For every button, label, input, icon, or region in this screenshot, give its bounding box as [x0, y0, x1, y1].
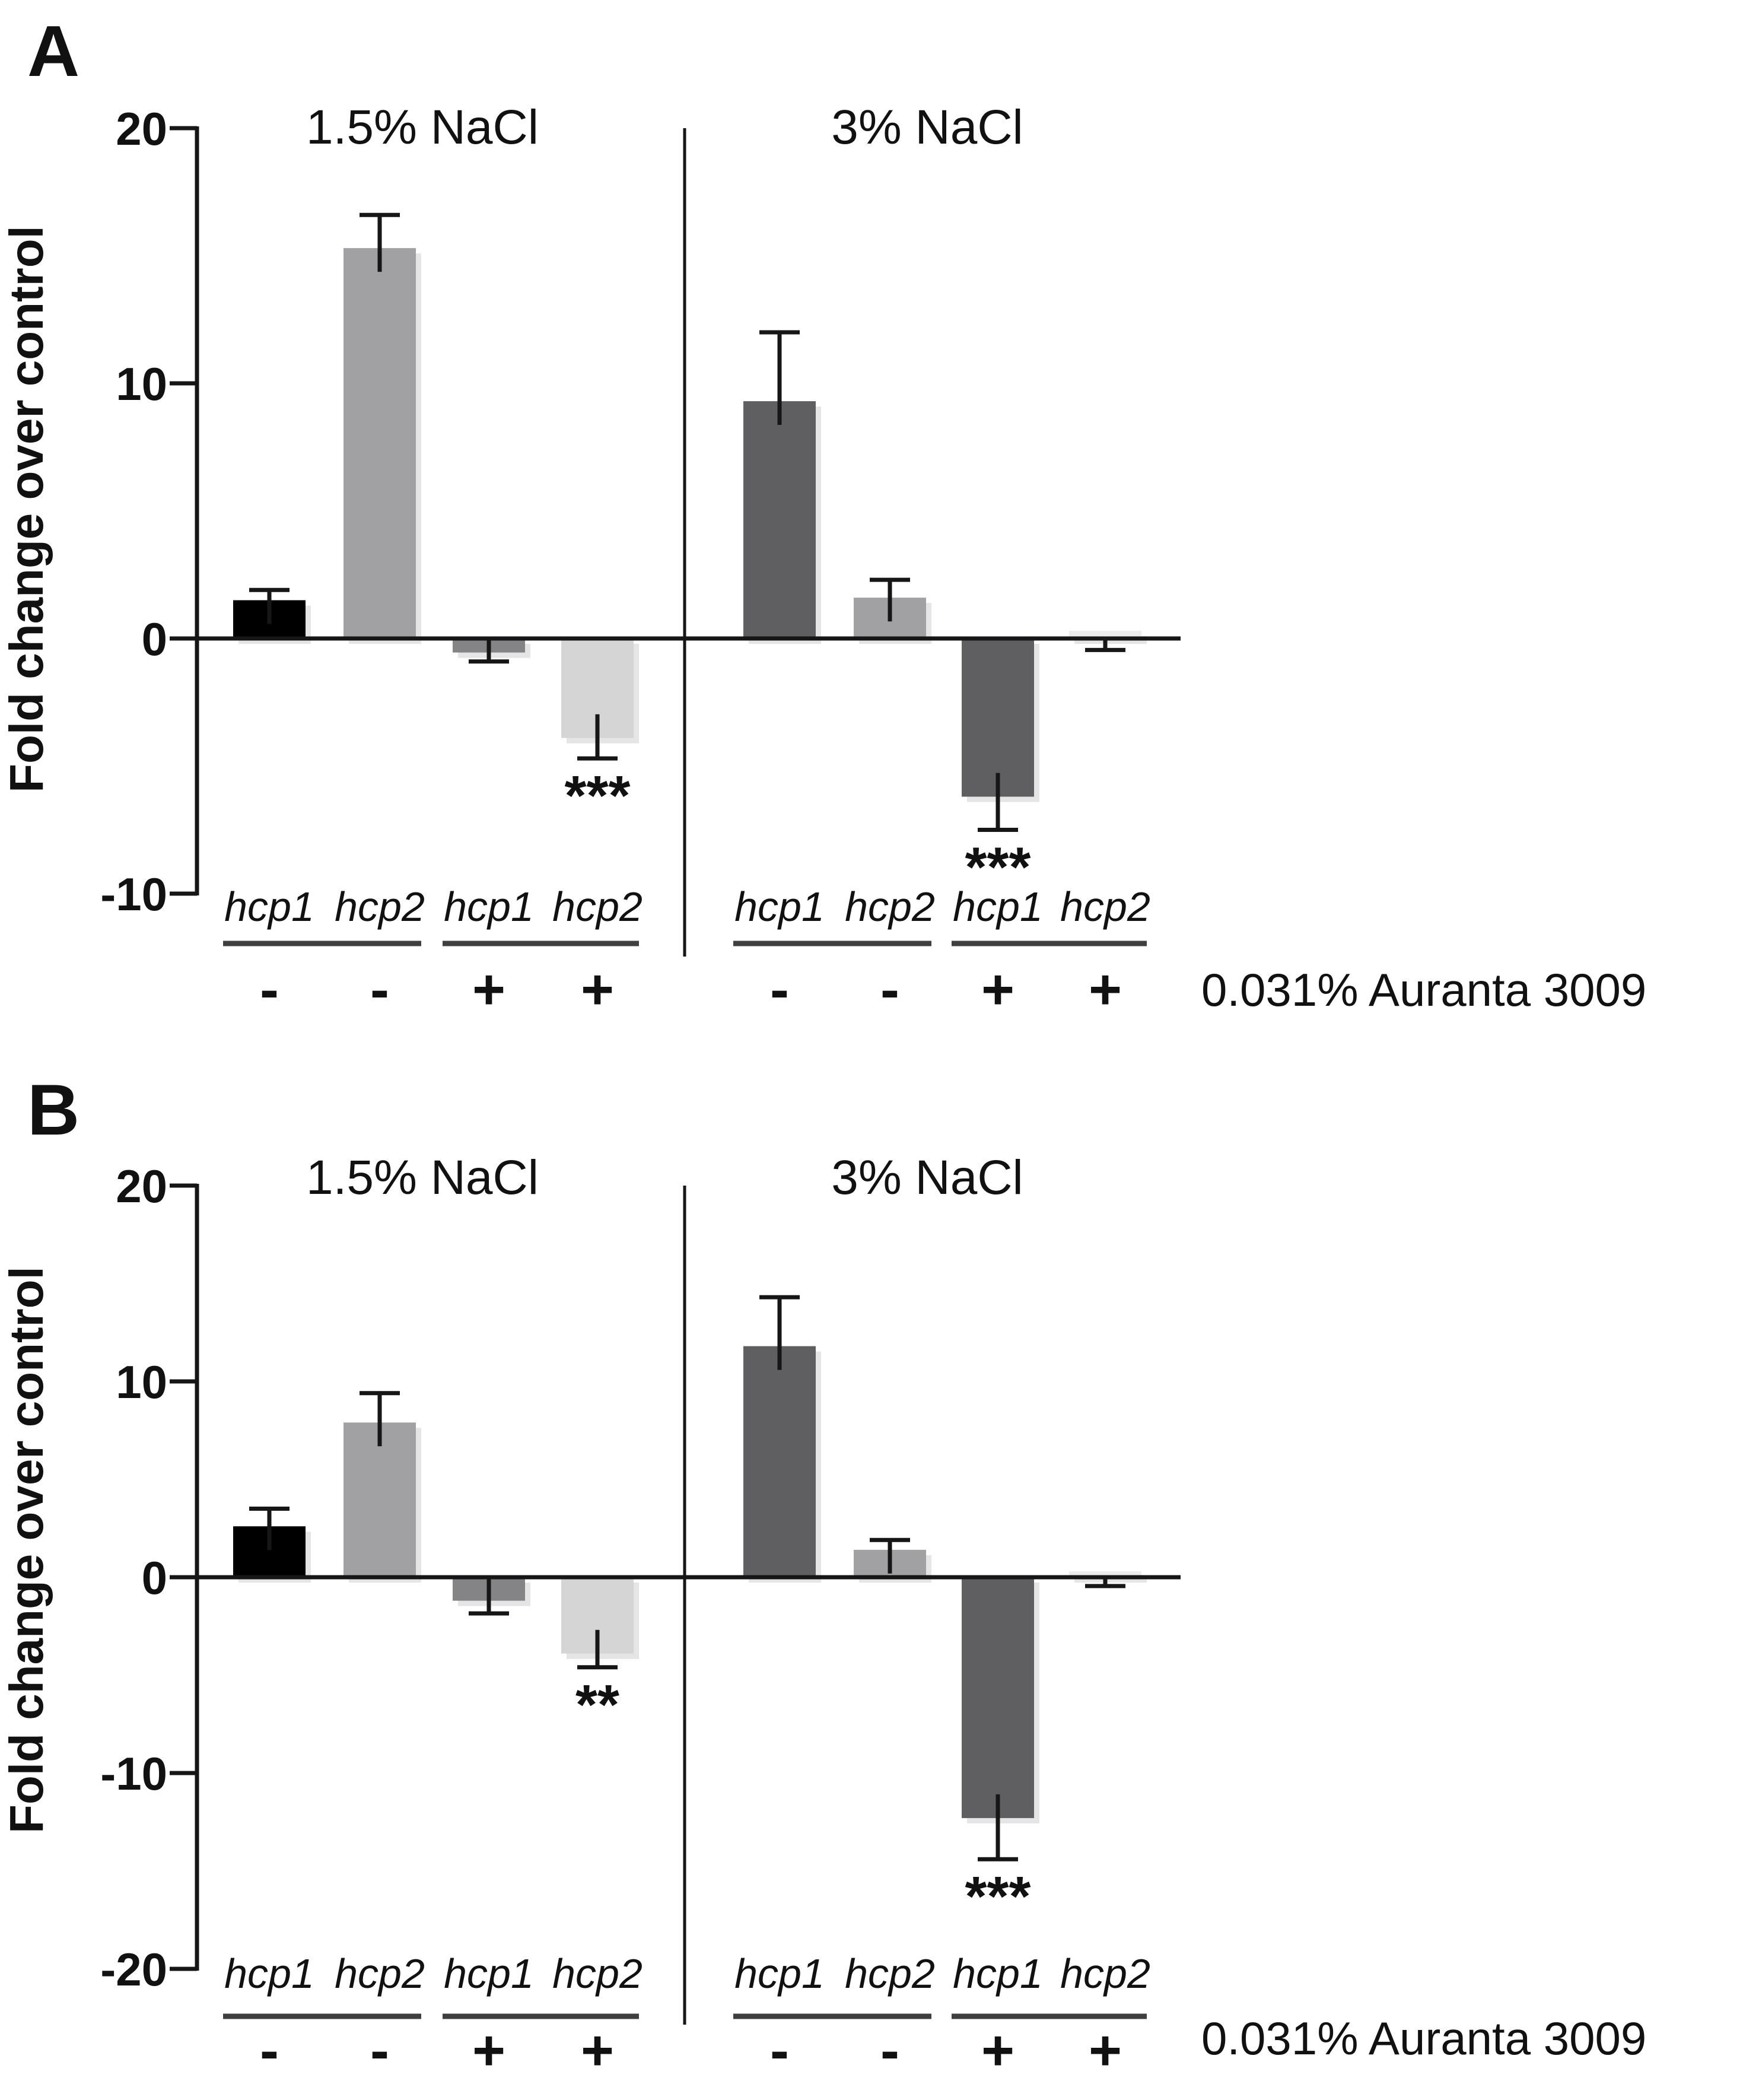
auranta-sign: +: [1089, 2019, 1122, 2082]
bar-hcp1-3pct: [962, 1577, 1034, 1818]
gene-label: hcp1: [953, 1950, 1043, 1997]
y-tick-label: 10: [116, 1356, 167, 1408]
bar-hcp1-3pct: [743, 401, 816, 638]
panel-letter: A: [27, 11, 79, 91]
gene-label: hcp1: [444, 1950, 534, 1997]
y-tick-label: -10: [100, 868, 167, 920]
y-tick-label: 0: [142, 1552, 167, 1604]
significance-stars: ***: [965, 836, 1031, 899]
bar-hcp1-3pct: [743, 1346, 816, 1577]
gene-label: hcp1: [224, 884, 314, 930]
significance-stars: ***: [565, 764, 631, 827]
bar-hcp1-3pct: [962, 638, 1034, 797]
group-title: 3% NaCl: [831, 100, 1023, 154]
y-axis-title: Fold change over control: [0, 225, 53, 793]
gene-label: hcp2: [335, 1950, 425, 1997]
bar-hcp2-1.5pct: [343, 248, 416, 639]
auranta-condition-label: 0.031% Auranta 3009: [1201, 964, 1646, 1016]
gene-label: hcp1: [734, 1950, 825, 1997]
y-tick-label: -20: [100, 1943, 167, 1996]
error-bars-layer: *** ***: [249, 212, 1125, 899]
gene-label: hcp1: [224, 1950, 314, 1997]
y-tick-label: 20: [116, 1160, 167, 1212]
significance-stars: ***: [965, 1865, 1031, 1928]
auranta-sign: -: [370, 958, 389, 1021]
auranta-sign: -: [260, 2019, 279, 2082]
gene-label: hcp2: [552, 1950, 643, 1997]
auranta-sign: -: [260, 958, 279, 1021]
group-title: 1.5% NaCl: [306, 1151, 539, 1205]
panel-a: A Fold change over control 20 10 0 -10 *** *** 1…: [0, 11, 1646, 1021]
y-axis-title: Fold change over control: [0, 1266, 53, 1834]
gene-label: hcp2: [552, 884, 643, 930]
auranta-sign: +: [581, 958, 614, 1021]
panel-letter: B: [27, 1069, 79, 1150]
auranta-sign: +: [472, 2019, 505, 2082]
y-tick-label: 0: [142, 613, 167, 665]
y-tick-label: 20: [116, 103, 167, 155]
gene-label: hcp1: [953, 884, 1043, 930]
auranta-sign: +: [981, 2019, 1014, 2082]
gene-label: hcp2: [1060, 1950, 1150, 1997]
auranta-sign: -: [770, 958, 789, 1021]
gene-label: hcp2: [845, 1950, 935, 1997]
auranta-sign: -: [370, 2019, 389, 2082]
group-title: 3% NaCl: [831, 1151, 1023, 1205]
gene-label: hcp2: [845, 884, 935, 930]
auranta-sign: +: [581, 2019, 614, 2082]
bar-hcp2-1.5pct: [343, 1422, 416, 1577]
auranta-sign: -: [880, 2019, 899, 2082]
auranta-sign: -: [880, 958, 899, 1021]
auranta-condition-label: 0.031% Auranta 3009: [1201, 2012, 1646, 2064]
gene-label: hcp2: [335, 884, 425, 930]
group-title: 1.5% NaCl: [306, 100, 539, 154]
auranta-sign: +: [1089, 958, 1122, 1021]
bars-layer: [233, 248, 1147, 802]
bars-layer: [233, 1346, 1147, 1823]
y-tick-label: -10: [100, 1748, 167, 1800]
auranta-sign: -: [770, 2019, 789, 2082]
gene-label: hcp2: [1060, 884, 1150, 930]
auranta-sign: +: [981, 958, 1014, 1021]
y-tick-label: 10: [116, 358, 167, 410]
bar-hcp2-3pct: [1069, 1571, 1141, 1577]
auranta-sign: +: [472, 958, 505, 1021]
gene-label: hcp1: [734, 884, 825, 930]
significance-stars: **: [575, 1673, 619, 1736]
bar-shadow: [1074, 1577, 1147, 1583]
error-bars-layer: *****: [249, 1295, 1125, 1928]
gene-label: hcp1: [444, 884, 534, 930]
